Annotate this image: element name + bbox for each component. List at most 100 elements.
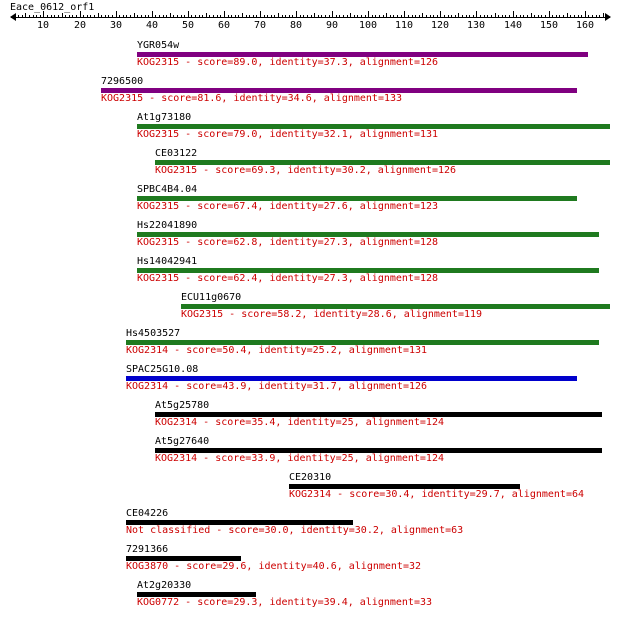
axis-minor-tick — [361, 15, 362, 17]
hit-description: Not classified - score=30.0, identity=30… — [126, 525, 464, 536]
axis-minor-tick — [379, 15, 380, 17]
axis-minor-tick — [278, 13, 279, 17]
axis-minor-tick — [448, 15, 449, 17]
axis-tick-label: 140 — [503, 20, 523, 31]
axis-minor-tick — [563, 15, 564, 17]
axis-minor-tick — [76, 15, 77, 17]
axis-minor-tick — [375, 15, 376, 17]
axis-minor-tick — [596, 15, 597, 17]
axis-tick-label: 40 — [145, 20, 159, 31]
axis-minor-tick — [422, 13, 423, 17]
axis-minor-tick — [570, 15, 571, 17]
axis-tick-label: 80 — [289, 20, 303, 31]
axis-minor-tick — [238, 15, 239, 17]
axis-minor-tick — [325, 15, 326, 17]
hit-name: CE20310 — [289, 472, 332, 483]
axis-minor-tick — [354, 15, 355, 17]
axis-minor-tick — [62, 13, 63, 17]
hit-description: KOG2315 - score=89.0, identity=37.3, ali… — [137, 57, 439, 68]
axis-minor-tick — [520, 15, 521, 17]
axis-minor-tick — [58, 15, 59, 17]
hit-bar — [137, 592, 256, 597]
axis-minor-tick — [159, 15, 160, 17]
axis-minor-tick — [415, 15, 416, 17]
axis-minor-tick — [83, 15, 84, 17]
axis-minor-tick — [386, 13, 387, 17]
axis-minor-tick — [105, 15, 106, 17]
hit-bar — [101, 88, 577, 93]
axis-minor-tick — [246, 15, 247, 17]
hit-bar — [126, 520, 353, 525]
axis-minor-tick — [523, 15, 524, 17]
hit-name: Hs14042941 — [137, 256, 198, 267]
axis-minor-tick — [451, 15, 452, 17]
hit-name: SPBC4B4.04 — [137, 184, 198, 195]
hit-name: SPAC25G10.08 — [126, 364, 199, 375]
axis-minor-tick — [303, 15, 304, 17]
hit-bar — [137, 268, 599, 273]
axis-minor-tick — [228, 15, 229, 17]
axis-minor-tick — [242, 13, 243, 17]
hit-description: KOG2315 - score=58.2, identity=28.6, ali… — [181, 309, 483, 320]
hit-description: KOG0772 - score=29.3, identity=39.4, ali… — [137, 597, 433, 608]
axis-minor-tick — [155, 15, 156, 17]
hit-description: KOG2315 - score=81.6, identity=34.6, ali… — [101, 93, 403, 104]
axis-minor-tick — [112, 15, 113, 17]
axis-minor-tick — [199, 15, 200, 17]
axis-minor-tick — [202, 15, 203, 17]
axis-tick-label: 70 — [253, 20, 267, 31]
axis-minor-tick — [260, 11, 261, 17]
axis-minor-tick — [365, 15, 366, 17]
hit-description: KOG2315 - score=79.0, identity=32.1, ali… — [137, 129, 439, 140]
axis-minor-tick — [289, 15, 290, 17]
axis-minor-tick — [476, 11, 477, 17]
axis-minor-tick — [152, 11, 153, 17]
axis-minor-tick — [433, 15, 434, 17]
axis-minor-tick — [368, 11, 369, 17]
axis-minor-tick — [462, 15, 463, 17]
axis-minor-tick — [22, 15, 23, 17]
axis-minor-tick — [188, 11, 189, 17]
axis-minor-tick — [509, 15, 510, 17]
axis-minor-tick — [163, 15, 164, 17]
axis-minor-tick — [332, 11, 333, 17]
hit-name: 7296500 — [101, 76, 144, 87]
hit-bar — [155, 160, 610, 165]
hit-bar — [155, 412, 602, 417]
axis-minor-tick — [134, 13, 135, 17]
axis-minor-tick — [220, 15, 221, 17]
axis-minor-tick — [484, 15, 485, 17]
axis-minor-tick — [145, 15, 146, 17]
axis-minor-tick — [264, 15, 265, 17]
axis-minor-tick — [256, 15, 257, 17]
axis-minor-tick — [556, 15, 557, 17]
axis-minor-tick — [195, 15, 196, 17]
axis-minor-tick — [516, 15, 517, 17]
axis-minor-tick — [184, 15, 185, 17]
hit-name: ECU11g0670 — [181, 292, 242, 303]
axis-minor-tick — [592, 15, 593, 17]
hit-bar — [126, 556, 241, 561]
axis-minor-tick — [191, 15, 192, 17]
hit-bar — [137, 124, 610, 129]
hit-name: Hs4503527 — [126, 328, 181, 339]
axis-minor-tick — [603, 13, 604, 17]
axis-minor-tick — [339, 15, 340, 17]
axis-minor-tick — [36, 15, 37, 17]
axis-minor-tick — [444, 15, 445, 17]
hit-bar — [181, 304, 610, 309]
axis-minor-tick — [473, 15, 474, 17]
hit-bar — [289, 484, 520, 489]
axis-minor-tick — [552, 15, 553, 17]
axis-minor-tick — [126, 15, 127, 17]
axis-minor-tick — [130, 15, 131, 17]
hit-bar — [126, 340, 599, 345]
hit-description: KOG2314 - score=30.4, identity=29.7, ali… — [289, 489, 585, 500]
axis-minor-tick — [574, 15, 575, 17]
axis-minor-tick — [531, 13, 532, 17]
axis-minor-tick — [87, 15, 88, 17]
axis-minor-tick — [318, 15, 319, 17]
hit-name: YGR054w — [137, 40, 180, 51]
axis-minor-tick — [480, 15, 481, 17]
axis-minor-tick — [274, 15, 275, 17]
